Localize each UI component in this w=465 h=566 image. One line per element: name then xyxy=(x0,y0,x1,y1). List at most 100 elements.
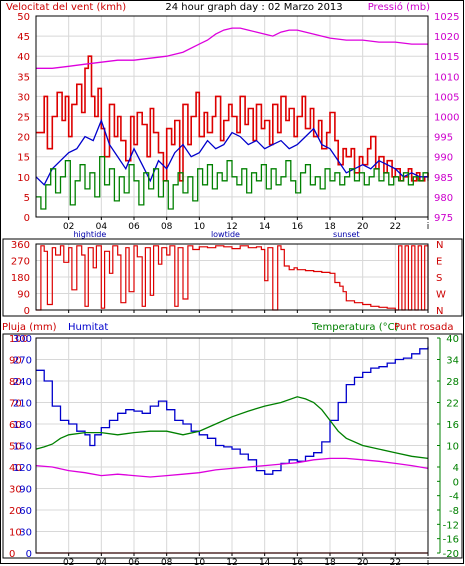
climate-series-0 xyxy=(36,346,429,475)
wind-speed-tick-label: 30 xyxy=(17,92,30,103)
pressure-tick-label: 980 xyxy=(434,193,453,204)
rain-tick-label: 80 xyxy=(9,377,22,388)
wind-speed-axis-title: Velocitat del vent (kmh) xyxy=(6,2,126,13)
pressure-tick-label: 1020 xyxy=(434,32,459,43)
climate-hour-label: 18 xyxy=(324,558,336,566)
wind-plot-border xyxy=(35,15,429,218)
wind-speed-tick-label: 0 xyxy=(24,213,30,224)
direction-tick-label: 180 xyxy=(11,273,30,284)
compass-label: E xyxy=(436,257,442,268)
humidity-tick-label: 30 xyxy=(19,528,32,539)
climate-hour-label: 20 xyxy=(357,558,369,566)
rain-tick-label: 90 xyxy=(9,356,22,367)
climate-hour-label: 06 xyxy=(128,558,140,566)
dew-point-axis-title: Punt rosada xyxy=(394,322,453,333)
temperature-tick-label: 4 xyxy=(453,463,459,474)
climate-hour-label: 14 xyxy=(259,558,271,566)
rain-tick-label: 40 xyxy=(9,463,22,474)
pressure-tick-label: 1010 xyxy=(434,72,459,83)
wind-speed-tick-label: 10 xyxy=(17,173,30,184)
wind-speed-tick-label: 15 xyxy=(17,153,30,164)
wind-speed-tick-label: 5 xyxy=(24,193,30,204)
temperature-tick-label: -4 xyxy=(449,492,459,503)
wind-series-2 xyxy=(36,156,429,210)
temperature-tick-label: 22 xyxy=(446,399,459,410)
rain-tick-label: 70 xyxy=(9,399,22,410)
wind-speed-tick-label: 40 xyxy=(17,52,30,63)
rain-tick-label: 10 xyxy=(9,528,22,539)
wind-hour-label: 04 xyxy=(96,222,108,232)
temperature-tick-label: -8 xyxy=(449,506,459,517)
humidity-tick-label: 150 xyxy=(13,442,32,453)
wind-hour-label: 08 xyxy=(161,222,173,232)
humidity-tick-label: 210 xyxy=(13,399,32,410)
wind-speed-tick-label: 45 xyxy=(17,32,30,43)
direction-plot-border xyxy=(35,243,429,311)
temperature-tick-label: -12 xyxy=(443,520,459,531)
rain-tick-label: 100 xyxy=(9,334,28,345)
chart-title: 24 hour graph day : 02 Marzo 2013 xyxy=(165,2,342,13)
wind-series-3 xyxy=(36,27,428,69)
humidity-tick-label: 60 xyxy=(19,506,32,517)
humidity-tick-label: 240 xyxy=(13,377,32,388)
climate-hour-label: 02 xyxy=(63,558,74,566)
wind-series-1 xyxy=(35,118,428,186)
climate-hour-label: 12 xyxy=(226,558,237,566)
humidity-tick-label: 0 xyxy=(26,549,32,560)
rain-tick-label: 20 xyxy=(9,506,22,517)
climate-series-1 xyxy=(35,396,429,460)
wind-hour-label: i xyxy=(427,222,430,232)
temperature-tick-label: 16 xyxy=(446,420,459,431)
pressure-tick-label: 1025 xyxy=(434,12,459,23)
wind-hour-label: 22 xyxy=(390,222,401,232)
pressure-tick-label: 1000 xyxy=(434,113,459,124)
temperature-tick-label: 28 xyxy=(446,377,459,388)
wind-speed-tick-label: 20 xyxy=(17,133,30,144)
climate-hour-label: 22 xyxy=(390,558,401,566)
pressure-tick-label: 995 xyxy=(434,133,453,144)
wind-hour-label: 02 xyxy=(63,222,74,232)
temperature-tick-label: 10 xyxy=(446,442,459,453)
direction-tick-label: 360 xyxy=(11,240,30,251)
climate-hour-label: 08 xyxy=(161,558,173,566)
wind-hour-label: 18 xyxy=(324,222,336,232)
rain-axis-title: Pluja (mm) xyxy=(2,322,57,333)
wind-speed-tick-label: 50 xyxy=(17,12,30,23)
direction-tick-label: 270 xyxy=(11,257,30,268)
humidity-tick-label: 90 xyxy=(19,485,32,496)
climate-series-2 xyxy=(35,457,429,478)
climate-hour-label: 10 xyxy=(194,558,206,566)
humidity-tick-label: 180 xyxy=(13,420,32,431)
rain-tick-label: 0 xyxy=(9,549,15,560)
humidity-tick-label: 120 xyxy=(13,463,32,474)
temperature-tick-label: -16 xyxy=(443,535,459,546)
humidity-axis-title: Humitat xyxy=(68,322,108,333)
wind-hour-label: 06 xyxy=(128,222,140,232)
humidity-tick-label: 270 xyxy=(13,356,32,367)
climate-hour-label: 04 xyxy=(96,558,108,566)
humidity-tick-label: 300 xyxy=(13,334,32,345)
pressure-tick-label: 975 xyxy=(434,213,453,224)
wind-hour-label: 16 xyxy=(292,222,304,232)
temperature-tick-label: 34 xyxy=(446,356,459,367)
compass-label: W xyxy=(436,290,446,301)
wind-speed-tick-label: 35 xyxy=(17,72,30,83)
wind-hour-label: 14 xyxy=(259,222,271,232)
climate-hour-label: 16 xyxy=(292,558,304,566)
temperature-tick-label: 40 xyxy=(446,334,459,345)
pressure-tick-label: 990 xyxy=(434,153,453,164)
temperature-tick-label: -20 xyxy=(443,549,459,560)
pressure-tick-label: 985 xyxy=(434,173,453,184)
temperature-tick-label: 0 xyxy=(453,477,459,488)
climate-frame xyxy=(2,333,463,559)
direction-tick-label: 0 xyxy=(24,306,30,317)
temperature-axis-title: Temperatura (°C) xyxy=(311,322,399,333)
direction-frame xyxy=(2,238,463,317)
compass-label: S xyxy=(436,273,442,284)
climate-hour-label: i xyxy=(427,558,430,566)
climate-plot-border xyxy=(35,337,429,554)
compass-label: N xyxy=(436,240,443,251)
pressure-tick-label: 1005 xyxy=(434,92,459,103)
